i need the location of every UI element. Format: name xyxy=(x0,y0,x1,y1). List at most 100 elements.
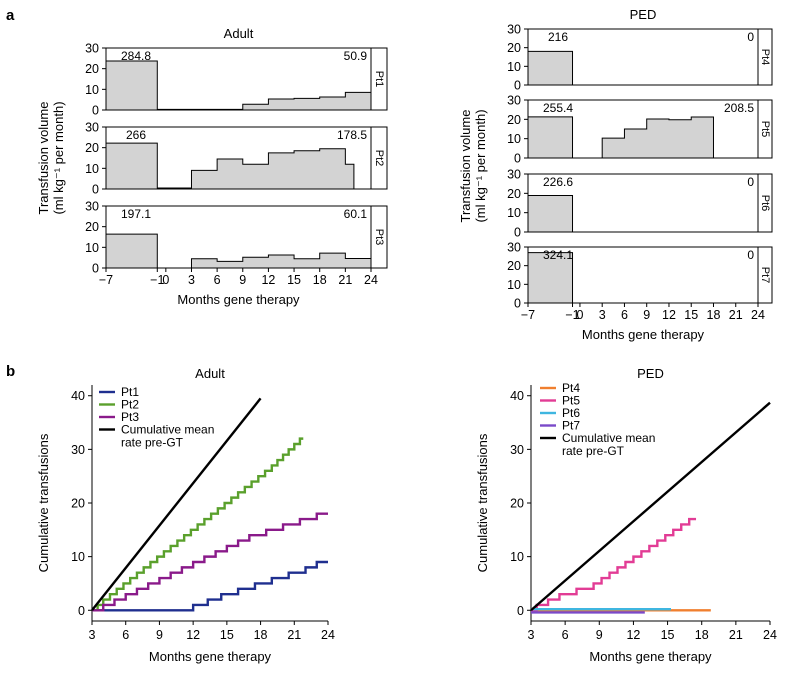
y-tick-label: 20 xyxy=(510,497,524,511)
strip-box xyxy=(370,47,388,111)
y-tick-label: 10 xyxy=(507,206,521,220)
strip-label: Pt1 xyxy=(373,71,385,88)
x-tick-label: 21 xyxy=(287,628,301,642)
step-area-pt6 xyxy=(527,194,758,233)
legend-label: Pt5 xyxy=(562,394,580,408)
y-axis-label: Cumulative transfusions xyxy=(475,433,490,572)
y-tick-label: 10 xyxy=(507,278,521,292)
legend-label: rate pre-GT xyxy=(121,436,184,450)
y-tick-label: 0 xyxy=(514,297,521,311)
x-tick-label: −1 xyxy=(565,308,579,322)
series-line-cumulative-mean-rate-pre-gt xyxy=(91,397,262,612)
step-area-pt4 xyxy=(527,50,758,86)
legend-label: Pt6 xyxy=(562,406,580,420)
facet-pt4: Pt4 0 10 20 30 216 0 xyxy=(507,23,773,93)
y-tick-label: 30 xyxy=(507,23,521,37)
series-line-pt5 xyxy=(531,517,697,612)
strip-box xyxy=(757,173,773,233)
x-tick-label: 9 xyxy=(643,308,650,322)
series-line-pt3 xyxy=(92,512,328,612)
y-tick-label: 10 xyxy=(507,132,521,146)
y-tick-label: 10 xyxy=(510,550,524,564)
y-tick-label: 0 xyxy=(517,604,524,618)
chart-title: PED xyxy=(630,7,657,22)
x-tick-label: 9 xyxy=(156,628,163,642)
facet-pt7: Pt7 0 10 20 30 324.1 0 xyxy=(507,241,773,311)
y-tick-label: 20 xyxy=(85,62,99,76)
x-tick-label: 3 xyxy=(188,273,195,287)
x-tick-label: 18 xyxy=(313,273,327,287)
pre-gt-value-label: 226.6 xyxy=(543,175,573,189)
pre-gt-value-label: 324.1 xyxy=(543,248,573,262)
y-tick-label: 30 xyxy=(507,94,521,108)
x-axis-label: Months gene therapy xyxy=(582,327,705,342)
y-tick-label: 30 xyxy=(510,443,524,457)
y-tick-label: 0 xyxy=(92,262,99,276)
x-tick-label: 6 xyxy=(122,628,129,642)
x-tick-label: 21 xyxy=(729,308,743,322)
y-tick-label: 20 xyxy=(507,41,521,55)
pre-gt-value-label: 284.8 xyxy=(121,49,151,63)
x-tick-label: 6 xyxy=(621,308,628,322)
step-area-pt3 xyxy=(105,233,372,269)
x-tick-label: 3 xyxy=(528,628,535,642)
y-tick-label: 0 xyxy=(514,226,521,240)
panel-label-b: b xyxy=(6,363,15,380)
x-tick-label: 3 xyxy=(599,308,606,322)
chart-title: PED xyxy=(637,366,664,381)
x-tick-label: 18 xyxy=(254,628,268,642)
x-tick-label: −7 xyxy=(99,273,113,287)
y-tick-label: 40 xyxy=(510,389,524,403)
y-tick-label: 10 xyxy=(507,60,521,74)
chart-title: Adult xyxy=(195,366,225,381)
y-tick-label: 30 xyxy=(507,241,521,255)
x-tick-label: 3 xyxy=(89,628,96,642)
y-tick-label: 30 xyxy=(85,121,99,135)
facet-pt3: Pt3 0 10 20 30 197.1 60.1 xyxy=(85,200,388,276)
x-tick-label: 24 xyxy=(321,628,335,642)
x-tick-label: 12 xyxy=(662,308,676,322)
x-tick-label: −1 xyxy=(150,273,164,287)
x-tick-label: 18 xyxy=(707,308,721,322)
x-tick-label: 12 xyxy=(626,628,640,642)
x-axis-label: Months gene therapy xyxy=(177,292,300,307)
y-tick-label: 20 xyxy=(507,187,521,201)
legend-label: Pt7 xyxy=(562,419,580,433)
post-gt-value-label: 0 xyxy=(747,30,754,44)
step-area-pt2 xyxy=(105,142,355,190)
x-tick-label: 24 xyxy=(364,273,378,287)
strip-box xyxy=(757,28,773,86)
x-axis-label: Months gene therapy xyxy=(149,649,272,664)
chart-b-adult: Adult 0 10 20 30 40 3 6 9 12 15 18 21 24 Months gene t… xyxy=(36,366,335,664)
x-tick-label: 21 xyxy=(338,273,352,287)
y-tick-label: 30 xyxy=(507,168,521,182)
facet-pt6: Pt6 0 10 20 30 226.6 0 xyxy=(507,168,773,240)
series-line-pt2 xyxy=(92,437,304,612)
legend-label: Cumulative mean xyxy=(121,423,214,437)
x-tick-label: 6 xyxy=(562,628,569,642)
y-axis-label-units: (ml kg⁻¹ per month) xyxy=(473,109,488,222)
pre-gt-value-label: 266 xyxy=(126,128,146,142)
y-axis-label: Cumulative transfusions xyxy=(36,433,51,572)
x-tick-label: 21 xyxy=(729,628,743,642)
strip-box xyxy=(757,99,773,159)
chart-b-ped: PED 0 10 20 30 40 3 6 9 12 15 18 21 24 Months gene the… xyxy=(475,366,777,664)
post-gt-value-label: 0 xyxy=(747,248,754,262)
y-tick-label: 40 xyxy=(71,389,85,403)
y-tick-label: 0 xyxy=(514,152,521,166)
y-tick-label: 20 xyxy=(71,497,85,511)
strip-label: Pt4 xyxy=(759,49,771,66)
facet-pt5: Pt5 0 10 20 30 255.4 208.5 xyxy=(507,94,773,166)
strip-label: Pt3 xyxy=(373,229,385,246)
post-gt-value-label: 208.5 xyxy=(724,101,754,115)
strip-box xyxy=(370,126,388,190)
x-axis-label: Months gene therapy xyxy=(589,649,712,664)
y-tick-label: 0 xyxy=(92,104,99,118)
y-tick-label: 10 xyxy=(85,241,99,255)
post-gt-value-label: 60.1 xyxy=(344,207,368,221)
strip-label: Pt7 xyxy=(759,267,771,284)
strip-box xyxy=(757,246,773,304)
